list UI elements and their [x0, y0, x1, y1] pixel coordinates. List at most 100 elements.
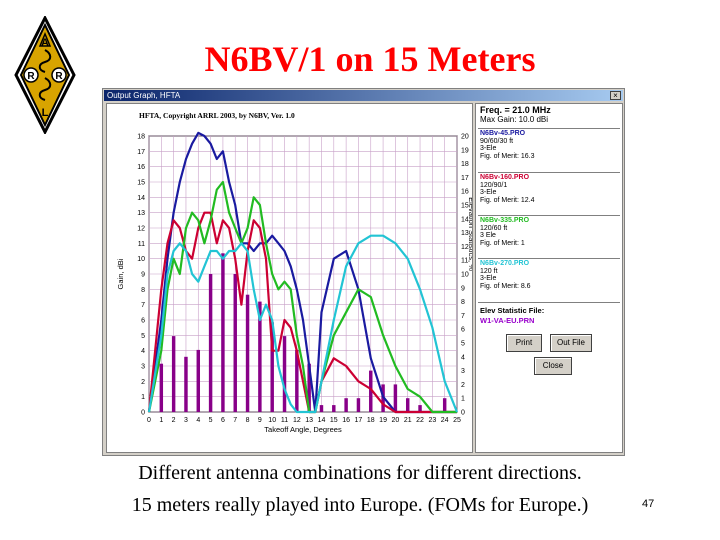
- x-tick-label: 7: [233, 417, 237, 424]
- antenna-4-fom: Fig. of Merit: 8.6: [480, 282, 531, 290]
- plot-panel: 0 1 2 3 4 5 6 7 8 9 10 11 12 13 14 15 16 17 18 19 20 21 22 23 24…: [106, 103, 473, 453]
- y-tick-label: 17: [137, 149, 145, 156]
- y2-axis-label: Elevation Statistics, %: [467, 197, 472, 271]
- elevation-stat-bar: [344, 398, 348, 412]
- x-tick-label: 23: [428, 417, 436, 424]
- y-tick-label: 13: [137, 210, 145, 217]
- x-tick-label: 8: [246, 417, 250, 424]
- antenna-2-fom: Fig. of Merit: 12.4: [480, 196, 535, 204]
- elevation-stat-bar: [270, 322, 274, 412]
- elevation-stat-bar: [356, 398, 361, 412]
- elevation-stat-bar: [233, 274, 237, 412]
- x-tick-label: 15: [330, 417, 338, 424]
- x-tick-label: 25: [453, 417, 461, 424]
- y2-tick-label: 12: [461, 244, 469, 251]
- separator: [478, 302, 620, 303]
- caption-line-2: 15 meters really played into Europe. (FO…: [131, 494, 589, 516]
- y-tick-label: 18: [137, 134, 145, 141]
- elevation-stat-bar: [245, 294, 250, 412]
- x-tick-label: 14: [318, 417, 326, 424]
- gain-series-line-1: [147, 131, 457, 414]
- x-tick-label: 2: [172, 417, 176, 424]
- antenna-1-height: 90/60/30 ft: [480, 137, 514, 145]
- gain-series-line-4: [147, 234, 459, 414]
- elev-statistic-label: Elev Statistic File:: [480, 306, 545, 315]
- x-tick-label: 6: [221, 417, 225, 424]
- antenna-entry-1: N6Bv-45.PRO 90/60/30 ft 3-Ele Fig. of Me…: [480, 130, 534, 160]
- x-tick-label: 10: [268, 417, 276, 424]
- separator: [478, 172, 620, 173]
- y-tick-label: 1: [141, 394, 145, 401]
- y2-tick-label: 9: [461, 285, 465, 292]
- x-tick-label: 21: [404, 417, 412, 424]
- elevation-stat-bar: [295, 349, 299, 412]
- y-tick-label: 14: [137, 195, 145, 202]
- logo-letter-l: L: [42, 107, 49, 119]
- arrl-logo: A R R L: [14, 16, 76, 134]
- gain-series-line-3: [147, 180, 457, 414]
- out-file-button[interactable]: Out File: [550, 334, 592, 352]
- frequency-readout: Freq. = 21.0 MHz: [480, 105, 551, 115]
- elevation-stat-bar: [307, 363, 311, 412]
- antenna-1-type: 3-Ele: [480, 145, 497, 152]
- y2-tick-label: 5: [461, 341, 465, 348]
- y-tick-label: 12: [137, 226, 145, 233]
- x-tick-label: 20: [392, 417, 400, 424]
- caption-line-1: Different antenna combinations for diffe…: [138, 462, 582, 484]
- antenna-4-name: N6Bv-270.PRO: [480, 260, 530, 267]
- x-tick-label: 17: [355, 417, 363, 424]
- antenna-4-type: 3-Ele: [480, 275, 497, 282]
- x-tick-label: 19: [379, 417, 387, 424]
- window-titlebar[interactable]: Output Graph, HFTA ×: [104, 90, 623, 101]
- y2-tick-label: 13: [461, 230, 469, 237]
- x-tick-label: 22: [416, 417, 424, 424]
- y2-tick-label: 20: [461, 134, 469, 141]
- y2-tick-label: 8: [461, 299, 465, 306]
- antenna-4-height: 120 ft: [480, 267, 498, 275]
- y2-tick-label: 19: [461, 147, 469, 154]
- y2-tick-label: 10: [461, 272, 469, 279]
- elev-statistic-file: W1-VA-EU.PRN: [480, 316, 535, 325]
- y2-tick-label: 18: [461, 161, 469, 168]
- antenna-3-fom: Fig. of Merit: 1: [480, 239, 525, 247]
- y-tick-label: 15: [137, 180, 145, 187]
- elevation-stat-bar: [159, 363, 164, 412]
- elevation-stat-bar: [332, 405, 336, 412]
- close-button[interactable]: Close: [534, 357, 572, 375]
- y2-tick-label: 1: [461, 396, 465, 403]
- y-tick-label: 0: [141, 410, 145, 417]
- elevation-stat-bar: [196, 349, 201, 412]
- antenna-2-name: N6Bv-160.PRO: [480, 174, 530, 181]
- page-number: 47: [642, 498, 655, 510]
- x-tick-label: 1: [159, 417, 163, 424]
- y-tick-label: 11: [138, 241, 145, 248]
- elevation-stat-bar: [184, 356, 188, 412]
- elevation-stat-bar: [393, 384, 398, 412]
- print-button[interactable]: Print: [506, 334, 542, 352]
- logo-letter-r2: R: [55, 71, 63, 82]
- y2-tick-label: 15: [461, 203, 469, 210]
- antenna-entry-4: N6Bv-270.PRO 120 ft 3-Ele Fig. of Merit:…: [480, 260, 531, 290]
- elevation-gain-chart: 0 1 2 3 4 5 6 7 8 9 10 11 12 13 14 15 16 17 18 19 20 21 22 23 24…: [116, 111, 472, 434]
- separator: [478, 128, 620, 129]
- max-gain-readout: Max Gain: 10.0 dBi: [480, 115, 549, 124]
- antenna-3-type: 3 Ele: [480, 232, 496, 239]
- antenna-2-type: 3-Ele: [480, 189, 497, 196]
- antenna-3-height: 120/60 ft: [480, 224, 508, 232]
- y2-tick-label: 14: [461, 216, 469, 223]
- y-tick-label: 8: [141, 287, 145, 294]
- x-tick-label: 9: [258, 417, 262, 424]
- elevation-stat-bar: [405, 398, 410, 412]
- x-tick-label: 18: [367, 417, 375, 424]
- separator: [478, 215, 620, 216]
- window-title: Output Graph, HFTA: [107, 91, 181, 100]
- y2-tick-label: 6: [461, 327, 465, 334]
- window-close-icon[interactable]: ×: [610, 91, 621, 100]
- logo-letter-r1: R: [27, 71, 35, 82]
- gain-series-line-2: [147, 211, 457, 414]
- x-tick-label: 16: [342, 417, 350, 424]
- y-tick-label: 3: [141, 364, 145, 371]
- elevation-stat-bar: [208, 274, 213, 412]
- elevation-stat-bar: [258, 301, 262, 412]
- x-tick-label: 5: [209, 417, 213, 424]
